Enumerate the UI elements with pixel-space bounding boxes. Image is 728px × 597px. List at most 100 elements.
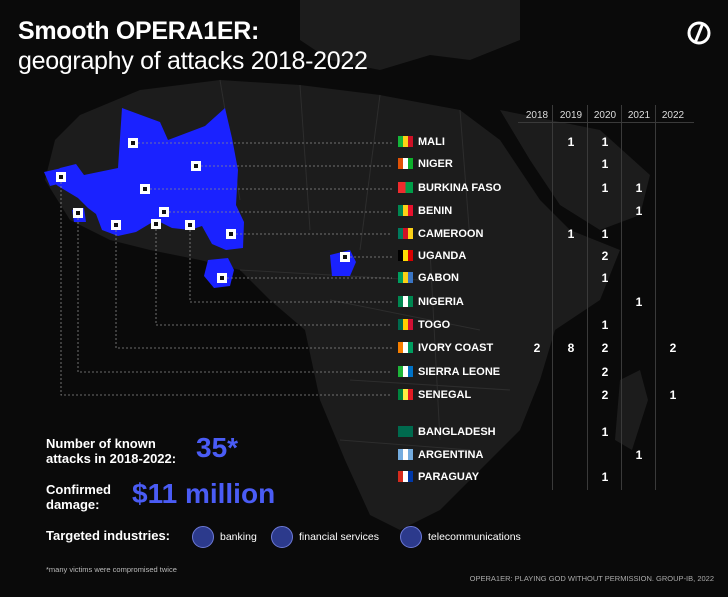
attack-count-cell: 1 — [635, 204, 643, 218]
year-label: 2019 — [559, 110, 583, 121]
attack-count-cell: 1 — [601, 227, 609, 241]
connector-line — [189, 230, 392, 303]
page-title: Smooth OPERA1ER: — [18, 17, 260, 45]
country-name: BENIN — [418, 205, 453, 217]
country-flag-icon — [398, 449, 413, 460]
column-divider — [587, 105, 588, 490]
country-flag-icon — [398, 426, 413, 437]
attack-count-cell: 1 — [669, 388, 677, 402]
country-flag-icon — [398, 342, 413, 353]
connector-line — [155, 229, 392, 326]
europe-landmass — [300, 0, 520, 70]
year-label: 2021 — [627, 110, 651, 121]
money-bag-icon — [192, 526, 214, 548]
connector-lines — [60, 142, 392, 396]
year-label: 2018 — [525, 110, 549, 121]
country-flag-icon — [398, 158, 413, 169]
country-flag-icon — [398, 272, 413, 283]
country-name: TOGO — [418, 319, 451, 331]
attacks-label-line1: Number of known — [46, 436, 156, 451]
attack-count-cell: 1 — [601, 271, 609, 285]
damage-label-line1: Confirmed — [46, 482, 111, 497]
country-flag-icon — [398, 296, 413, 307]
industry-label: telecommunications — [428, 531, 521, 543]
connector-line — [115, 230, 392, 349]
country-name: GABON — [418, 272, 459, 284]
country-marker — [340, 252, 350, 262]
country-markers — [56, 138, 350, 283]
attack-count-cell: 2 — [601, 388, 609, 402]
country-marker — [73, 208, 83, 218]
attack-count-cell: 1 — [601, 135, 609, 149]
country-name: SIERRA LEONE — [418, 366, 501, 378]
column-divider — [655, 105, 656, 490]
country-marker — [159, 207, 169, 217]
attack-count-cell: 1 — [567, 227, 575, 241]
country-flag-icon — [398, 136, 413, 147]
source-credit: OPERA1ER: PLAYING GOD WITHOUT PERMISSION… — [469, 574, 714, 583]
coin-stack-icon — [271, 526, 293, 548]
page-subtitle: geography of attacks 2018-2022 — [18, 47, 368, 75]
industry-label: banking — [220, 531, 257, 543]
country-marker — [56, 172, 66, 182]
country-name: CAMEROON — [418, 228, 484, 240]
header-divider — [518, 122, 694, 123]
country-name: UGANDA — [418, 250, 467, 262]
attack-count-cell: 2 — [669, 341, 677, 355]
country-flag-icon — [398, 228, 413, 239]
arabia-landmass — [500, 110, 650, 230]
attack-count-cell: 2 — [601, 249, 609, 263]
country-marker — [185, 220, 195, 230]
country-marker — [151, 219, 161, 229]
industry-label: financial services — [299, 531, 379, 543]
connector-line — [60, 182, 392, 396]
country-flag-icon — [398, 319, 413, 330]
country-name: PARAGUAY — [418, 471, 480, 483]
country-flag-icon — [398, 205, 413, 216]
attack-count-cell: 1 — [601, 157, 609, 171]
country-flag-icon — [398, 471, 413, 482]
connector-line — [77, 218, 392, 373]
column-divider — [552, 105, 553, 490]
industries-title: Targeted industries: — [46, 528, 171, 543]
country-marker — [111, 220, 121, 230]
damage-value: $11 million — [132, 478, 276, 509]
damage-label-line2: damage: — [46, 497, 100, 512]
footnote: *many victims were compromised twice — [46, 565, 177, 574]
country-marker — [191, 161, 201, 171]
attack-count-cell: 1 — [635, 448, 643, 462]
year-label: 2022 — [661, 110, 685, 121]
attack-count-cell: 1 — [601, 181, 609, 195]
year-label: 2020 — [593, 110, 617, 121]
west-africa-highlight — [48, 108, 244, 250]
phone-icon — [400, 526, 422, 548]
country-flag-icon — [398, 250, 413, 261]
country-flag-icon — [398, 182, 413, 193]
attack-count-cell: 1 — [635, 181, 643, 195]
attack-count-cell: 2 — [601, 365, 609, 379]
country-marker — [226, 229, 236, 239]
attack-count-cell: 1 — [601, 425, 609, 439]
column-divider — [621, 105, 622, 490]
attack-count-cell: 1 — [601, 318, 609, 332]
country-marker — [128, 138, 138, 148]
attack-count-cell: 8 — [567, 341, 575, 355]
attack-count-cell: 1 — [567, 135, 575, 149]
attack-count-cell: 1 — [601, 470, 609, 484]
country-name: NIGER — [418, 158, 453, 170]
country-name: SENEGAL — [418, 389, 472, 401]
attack-count-cell: 2 — [601, 341, 609, 355]
country-name: IVORY COAST — [418, 342, 494, 354]
country-name: BANGLADESH — [418, 426, 496, 438]
country-flag-icon — [398, 366, 413, 377]
country-name: NIGERIA — [418, 296, 464, 308]
madagascar-landmass — [615, 370, 648, 450]
attacks-label-line2: attacks in 2018-2022: — [46, 451, 177, 466]
country-name: ARGENTINA — [418, 449, 484, 461]
group-ib-logo-icon — [687, 21, 711, 45]
attacks-value: 35* — [196, 432, 239, 463]
country-marker — [140, 184, 150, 194]
country-marker — [217, 273, 227, 283]
